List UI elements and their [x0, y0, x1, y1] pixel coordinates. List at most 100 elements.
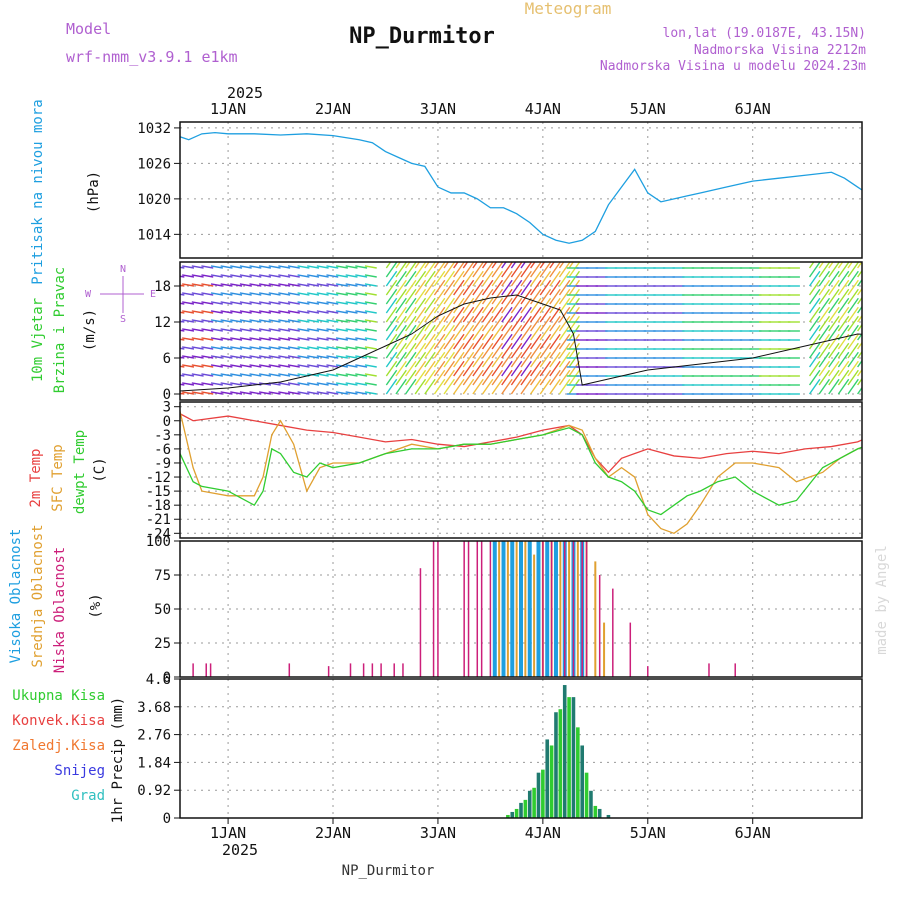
wind-barb [191, 328, 204, 332]
wind-barb [818, 297, 831, 314]
wind-barb [316, 328, 329, 332]
wind-barb [220, 283, 233, 287]
wind-barb [230, 364, 243, 368]
wind-barb [287, 346, 300, 350]
wind-barb [472, 315, 484, 332]
wind-barb [258, 337, 272, 341]
wind-barb [414, 270, 427, 287]
wind-barb [558, 270, 571, 287]
wind-barb [539, 262, 552, 278]
wind-barb [462, 279, 475, 296]
wind-barb [530, 306, 542, 323]
wind-barb [405, 369, 417, 386]
wind-barb [230, 265, 243, 269]
wind-barb [201, 310, 214, 314]
wind-barb [395, 369, 407, 386]
wind-barb [220, 328, 233, 332]
low-cloud-bar [572, 541, 575, 677]
wind-barb [230, 274, 243, 278]
graupel-label: Grad [71, 788, 105, 804]
wind-barb [433, 279, 446, 296]
cloud-ytick-label: 75 [154, 568, 171, 584]
wind-barb [182, 337, 195, 341]
wind-barb [316, 391, 329, 395]
wind-barb [491, 324, 504, 341]
wind-barb [510, 342, 523, 359]
wind-barb [230, 373, 243, 377]
wind-barb [847, 306, 859, 323]
high-cloud-bar [536, 541, 541, 677]
wind-barb [385, 279, 398, 296]
wind-barb [520, 297, 532, 314]
wind-panel-labels: 10m Vjetar Brzina i Pravac (m/s) N W E S [30, 264, 156, 393]
wind-barb [558, 351, 571, 368]
wind-barb [808, 279, 821, 296]
low-cloud-bar [393, 663, 395, 677]
wind-barb [837, 297, 850, 314]
footer-station: NP_Durmitor [342, 863, 435, 879]
total-precip-bar [541, 769, 545, 818]
wind-barb [201, 364, 214, 368]
wind-barb [520, 351, 532, 368]
wind-barb [191, 373, 204, 377]
wind-barb [530, 360, 542, 377]
wind-barb [847, 360, 859, 377]
wind-barb [307, 382, 320, 386]
wind-barb [857, 296, 862, 305]
wind-barb [201, 355, 214, 359]
day-label-bottom: 1JAN [210, 824, 246, 842]
wind-barb [297, 391, 310, 395]
wind-barb [818, 262, 825, 269]
wind-barb [287, 292, 300, 296]
wind-barb [355, 373, 368, 377]
wind-barb [326, 328, 339, 332]
wind-barb [326, 292, 339, 296]
wind-barb [530, 270, 542, 287]
wind-barb [847, 270, 859, 287]
lonlat-label: lon,lat (19.0187E, 43.15N) [663, 26, 867, 41]
wind-barb [201, 301, 214, 305]
wind-barb [520, 315, 532, 332]
wind-barb [287, 391, 300, 395]
wind-barb [395, 262, 402, 269]
wind-barb [501, 342, 513, 359]
wind-barb [443, 351, 455, 368]
wind-barb [472, 369, 484, 386]
wind-barb [520, 270, 532, 287]
wind-barb [530, 351, 542, 368]
wind-barb [808, 297, 821, 314]
wind-barb [210, 382, 223, 386]
wind-barb [539, 315, 552, 332]
compass-east: E [150, 289, 156, 300]
low-cloud-bar [419, 568, 422, 677]
temp-ytick-label: -15 [146, 484, 171, 500]
high-cloud-bar [501, 541, 506, 677]
low-cloud-bar [550, 541, 553, 677]
wind-barb [345, 373, 358, 377]
wind-barb [287, 265, 300, 269]
mid-cloud-bar [515, 541, 518, 677]
wind-barb [491, 315, 504, 332]
wind-barb [326, 355, 339, 359]
wind-barb [837, 270, 850, 287]
wind-barb [364, 364, 377, 368]
cloud-ytick-label: 50 [154, 602, 171, 618]
wind-barb [316, 382, 329, 386]
wind-barb [539, 279, 552, 296]
wind-barb [558, 262, 571, 278]
wind-barb [258, 328, 272, 332]
wind-barb [220, 319, 233, 323]
wind-barb [326, 364, 339, 368]
wind-barb [287, 337, 300, 341]
wind-barb [539, 297, 552, 314]
wind-barb [278, 382, 291, 386]
wind-barb [453, 270, 465, 287]
wind-barb [345, 292, 358, 296]
wind-barb [201, 283, 214, 287]
low-cloud-bar [647, 666, 649, 677]
wind-barb [268, 310, 281, 314]
wind-barb [287, 355, 300, 359]
wind-barb [539, 333, 552, 350]
wind-barb [443, 270, 455, 287]
wind-barb [481, 270, 494, 287]
